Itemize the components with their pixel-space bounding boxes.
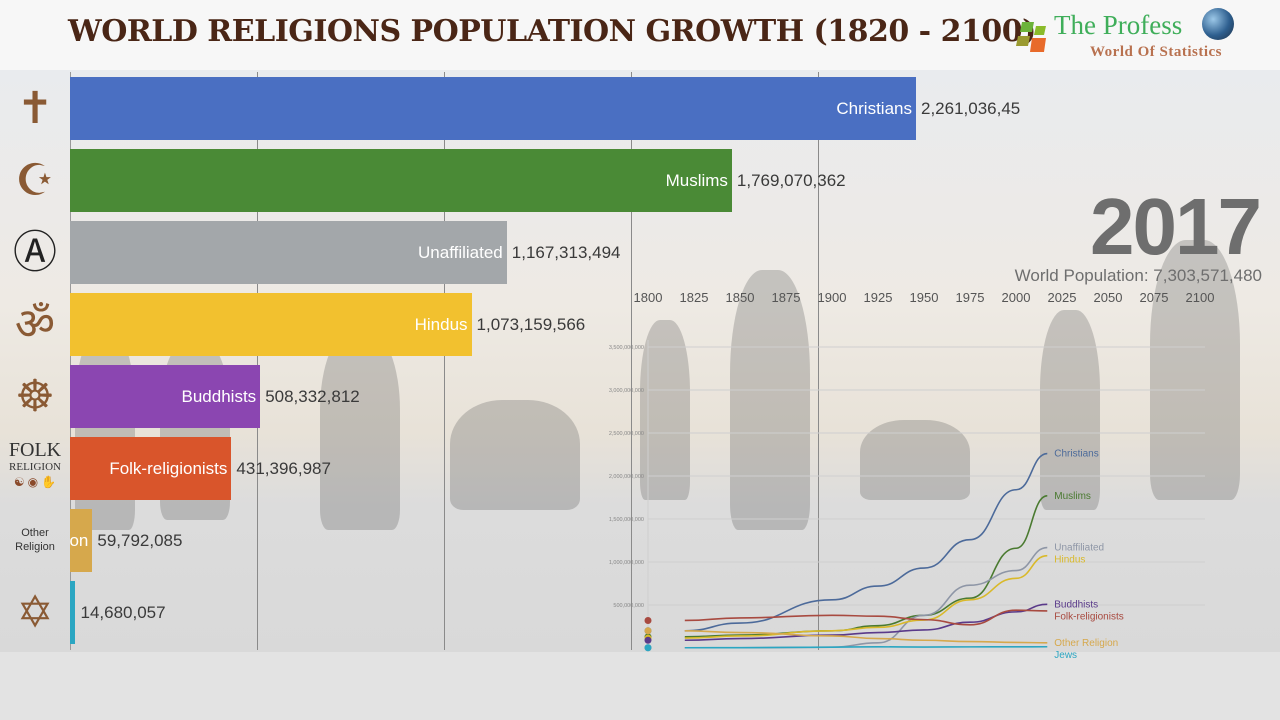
om-icon: ॐ — [14, 300, 56, 349]
bar-other-religion: on — [69, 509, 93, 572]
bar-value: 14,680,057 — [80, 603, 166, 622]
y-tick-label: 2,000,000,000 — [609, 474, 644, 480]
logo-main-text: The Profess — [1054, 10, 1183, 40]
y-tick-label: 1,000,000,000 — [609, 560, 644, 566]
dharma-wheel-icon: ☸ — [15, 372, 55, 421]
other-religion-icon: Other Religion — [6, 509, 64, 572]
series-start-marker — [644, 636, 652, 644]
bar-value: 1,073,159,566 — [476, 315, 586, 334]
x-tick-label: 1825 — [679, 290, 709, 305]
bar-value: 431,396,987 — [236, 459, 331, 478]
grid-line — [444, 72, 446, 650]
world-population: World Population: 7,303,571,480 — [1014, 266, 1262, 285]
bar-muslims: Muslims — [70, 149, 732, 212]
logo-mark-icon — [1016, 22, 1046, 52]
series-line — [684, 630, 1048, 644]
cross-icon: ✝ — [16, 84, 54, 133]
x-tick-label: 1975 — [955, 290, 985, 305]
bar-unaffiliated: Unaffiliated — [70, 221, 507, 284]
x-tick-label: 2000 — [1001, 290, 1031, 305]
x-tick-label: 1850 — [725, 290, 755, 305]
crescent-star-icon: ☪ — [15, 156, 55, 205]
bar-value: 1,769,070,362 — [736, 171, 846, 190]
series-start-marker — [644, 616, 652, 624]
bar-label: Folk-religionists — [109, 459, 228, 478]
series-line — [684, 603, 1048, 642]
series-start-marker — [644, 644, 652, 652]
x-tick-label: 2050 — [1093, 290, 1123, 305]
logo: The Profess World Of Statistics — [1012, 6, 1272, 66]
other-label: Other — [21, 527, 49, 539]
bar-folk-religionists: Folk-religionists — [70, 437, 232, 500]
x-tick-label: 2075 — [1139, 290, 1169, 305]
y-tick-label: 2,500,000,000 — [609, 431, 644, 437]
series-label: Jews — [1054, 650, 1077, 661]
folk-sublabel: RELIGION — [9, 461, 61, 473]
series-label: Muslims — [1054, 491, 1091, 502]
bar-label: Hindus — [414, 315, 468, 334]
x-tick-label: 1800 — [633, 290, 663, 305]
globe-icon — [1202, 8, 1234, 40]
year-display: 2017 — [1090, 182, 1262, 271]
folk-religion-icon: FOLK RELIGION ☯ ◉ ✋ — [6, 437, 64, 500]
bar-jews — [70, 581, 76, 644]
x-tick-label: 2025 — [1047, 290, 1077, 305]
x-tick-label: 1875 — [771, 290, 801, 305]
bar-value: 1,167,313,494 — [511, 243, 621, 262]
bar-label: Muslims — [665, 171, 728, 190]
silhouette — [1040, 310, 1100, 510]
series-label: Christians — [1054, 449, 1098, 460]
bar-label: Buddhists — [181, 387, 257, 406]
silhouette — [1150, 240, 1240, 500]
series-label: Buddhists — [1054, 599, 1098, 610]
series-line — [684, 645, 1048, 649]
bar-value: 2,261,036,45 — [921, 99, 1021, 118]
series-label: Folk-religionists — [1054, 611, 1123, 622]
grid-line — [818, 72, 820, 650]
star-of-david-icon: ✡ — [16, 588, 54, 637]
folk-symbols-icon: ☯ ◉ ✋ — [13, 475, 57, 489]
bar-buddhists: Buddhists — [70, 365, 261, 428]
folk-label: FOLK — [8, 439, 62, 461]
bar-label: Unaffiliated — [418, 243, 503, 262]
series-line — [684, 452, 1048, 632]
other-sublabel: Religion — [15, 541, 55, 553]
series-line — [684, 554, 1048, 639]
logo-sub-text: World Of Statistics — [1090, 44, 1222, 60]
x-tick-label: 1925 — [863, 290, 893, 305]
header: WORLD RELIGIONS POPULATION GROWTH (1820 … — [0, 0, 1280, 70]
x-tick-label: 2100 — [1185, 290, 1215, 305]
bar-christians: Christians — [70, 77, 916, 140]
bar-label: on — [69, 531, 89, 550]
bar-hindus: Hindus — [70, 293, 472, 356]
chart-title: WORLD RELIGIONS POPULATION GROWTH (1820 … — [68, 14, 1036, 49]
y-axis-line — [70, 72, 71, 650]
grid-line — [257, 72, 259, 650]
x-tick-label: 1950 — [909, 290, 939, 305]
y-tick-label: 1,500,000,000 — [609, 517, 644, 523]
series-line — [684, 609, 1048, 626]
series-start-marker — [644, 627, 652, 635]
series-label: Unaffiliated — [1054, 543, 1104, 554]
silhouette — [320, 330, 400, 530]
x-tick-label: 1900 — [817, 290, 847, 305]
bar-value: 59,792,085 — [97, 531, 183, 550]
silhouette — [730, 270, 810, 530]
y-tick-label: 3,500,000,000 — [609, 345, 644, 351]
bar-value: 508,332,812 — [265, 387, 360, 406]
series-label: Other Religion — [1054, 638, 1118, 649]
grid-line — [631, 72, 633, 650]
y-tick-label: 3,000,000,000 — [609, 388, 644, 394]
y-tick-label: 500,000,000 — [613, 603, 644, 609]
silhouette — [450, 400, 580, 510]
series-label: Hindus — [1054, 555, 1085, 566]
bar-label: Christians — [836, 99, 912, 118]
atheism-icon: Ⓐ — [13, 228, 57, 277]
